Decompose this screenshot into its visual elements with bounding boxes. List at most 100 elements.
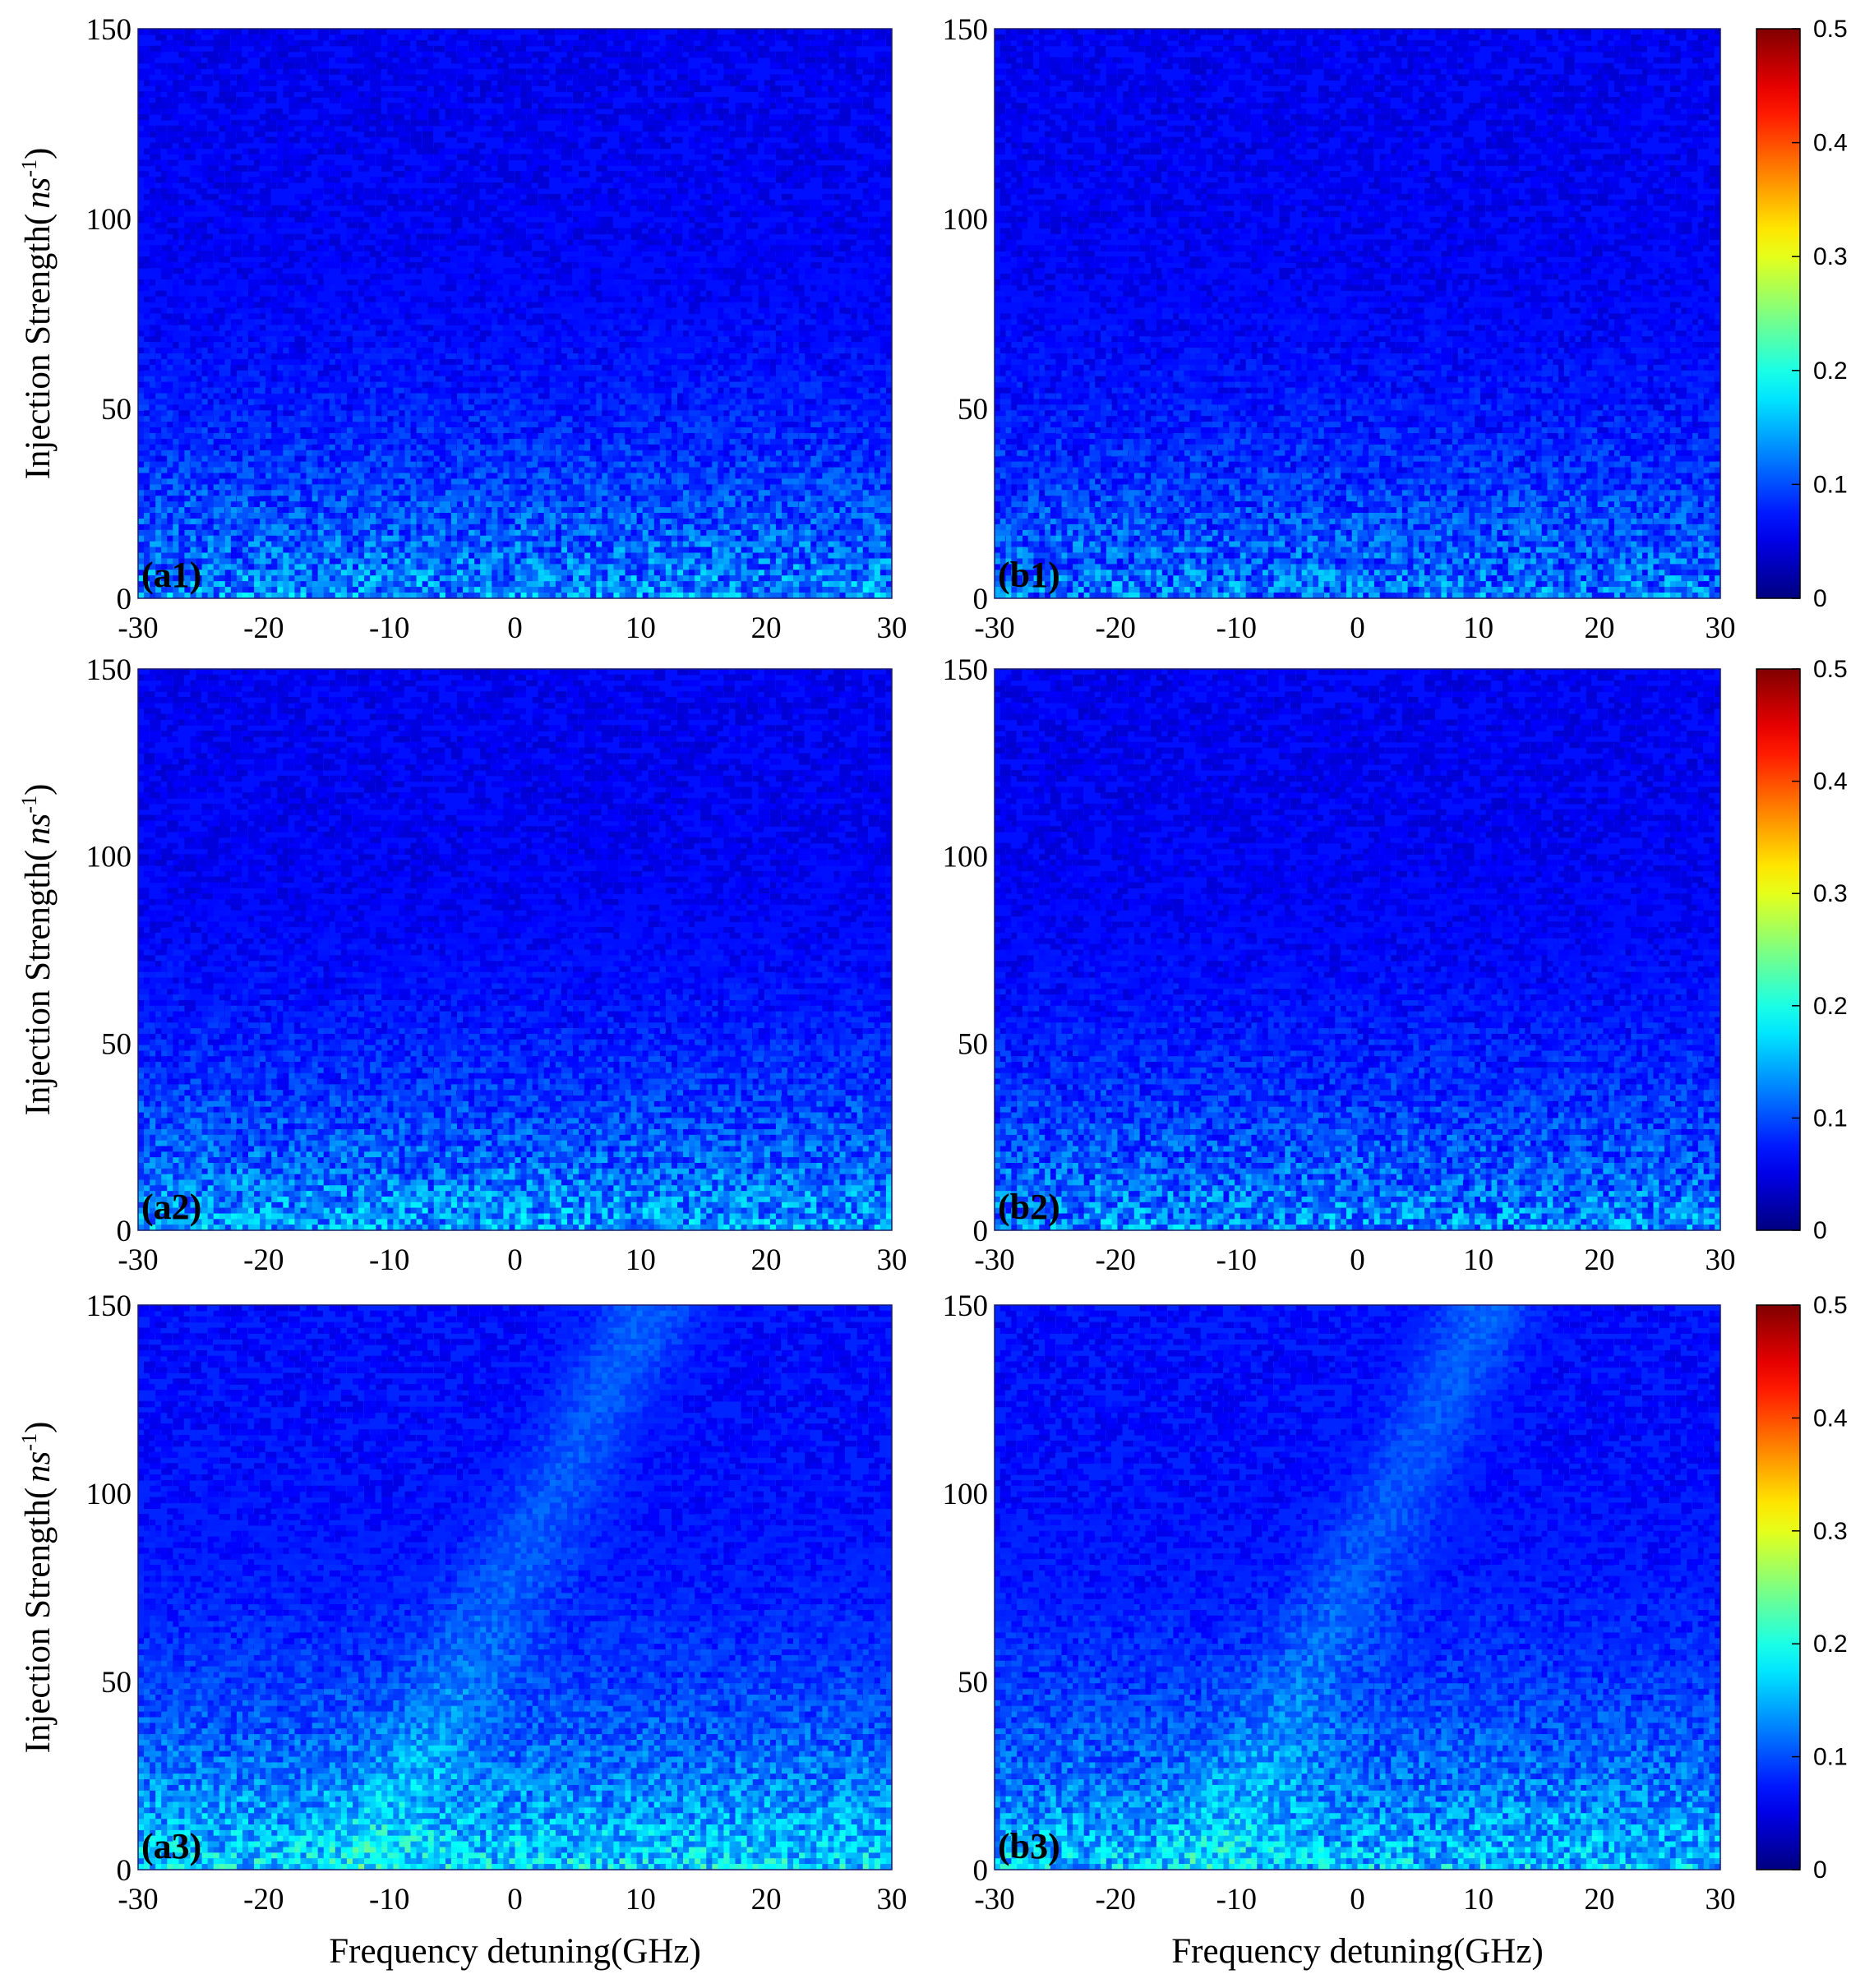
heatmap-cell — [201, 376, 213, 383]
heatmap-cell — [700, 39, 712, 47]
heatmap-cell — [329, 68, 341, 76]
heatmap-cell — [196, 279, 207, 286]
heatmap-cell — [630, 62, 642, 70]
heatmap-cell — [399, 39, 410, 47]
heatmap-cell — [463, 387, 474, 394]
heatmap-cell — [184, 97, 196, 104]
heatmap-cell — [532, 381, 544, 389]
heatmap-cell — [712, 216, 723, 224]
heatmap-cell — [300, 330, 312, 337]
heatmap-cell — [856, 387, 869, 394]
heatmap-cell — [260, 171, 271, 178]
heatmap-cell — [178, 416, 190, 422]
heatmap-cell — [695, 148, 706, 155]
heatmap-cell — [689, 410, 700, 417]
heatmap-cell — [422, 216, 434, 224]
heatmap-cell — [862, 290, 875, 298]
heatmap-cell — [474, 330, 486, 337]
heatmap-cell — [590, 262, 602, 269]
heatmap-cell — [520, 125, 532, 132]
heatmap-cell — [520, 182, 532, 189]
heatmap-cell — [230, 245, 242, 251]
heatmap-cell — [450, 125, 463, 132]
heatmap-cell — [381, 416, 393, 422]
heatmap-cell — [665, 39, 677, 47]
heatmap-cell — [816, 284, 828, 292]
heatmap-cell — [312, 330, 324, 337]
heatmap-cell — [497, 62, 509, 70]
heatmap-cell — [805, 353, 816, 360]
heatmap-cell — [793, 210, 805, 218]
heatmap-cell — [173, 97, 184, 104]
heatmap-cell — [816, 68, 828, 76]
heatmap-cell — [845, 381, 856, 389]
heatmap-cell — [718, 325, 729, 331]
heatmap-cell — [404, 268, 416, 274]
heatmap-cell — [393, 387, 404, 394]
heatmap-cell — [486, 159, 497, 166]
heatmap-cell — [532, 313, 544, 321]
heatmap-cell — [265, 256, 277, 263]
heatmap-cell — [376, 307, 387, 315]
heatmap-cell — [630, 358, 642, 366]
heatmap-cell — [201, 348, 213, 354]
heatmap-cell — [799, 34, 810, 41]
heatmap-cell — [828, 410, 839, 417]
heatmap-cell — [573, 62, 584, 70]
heatmap-cell — [810, 302, 822, 309]
heatmap-cell — [486, 416, 497, 422]
heatmap-cell — [509, 193, 520, 201]
heatmap-cell — [793, 125, 805, 132]
heatmap-cell — [671, 39, 683, 47]
heatmap-cell — [596, 68, 607, 76]
heatmap-cell — [463, 182, 474, 189]
heatmap-cell — [329, 410, 341, 417]
heatmap-cell — [178, 342, 190, 348]
heatmap-cell — [677, 29, 689, 35]
heatmap-cell — [573, 193, 584, 201]
heatmap-cell — [196, 228, 207, 235]
heatmap-cell — [805, 68, 816, 76]
heatmap-cell — [729, 177, 741, 183]
heatmap-cell — [862, 62, 875, 70]
heatmap-cell — [805, 410, 816, 417]
heatmap-cell — [486, 205, 497, 212]
heatmap-cell — [456, 348, 469, 354]
heatmap-cell — [653, 302, 666, 309]
heatmap-cell — [439, 91, 451, 98]
heatmap-cell — [323, 239, 335, 246]
heatmap-cell — [561, 358, 573, 366]
heatmap-cell — [144, 290, 155, 298]
heatmap-cell — [422, 404, 434, 411]
heatmap-cell — [810, 370, 822, 377]
heatmap-cell — [346, 39, 358, 47]
heatmap-cell — [862, 97, 875, 104]
heatmap-cell — [810, 376, 822, 383]
heatmap-cell — [433, 119, 445, 127]
heatmap-cell — [404, 233, 416, 241]
heatmap-cell — [683, 182, 695, 189]
heatmap-cell — [787, 182, 799, 189]
heatmap-cell — [486, 410, 497, 417]
heatmap-cell — [184, 330, 196, 337]
heatmap-cell — [561, 342, 573, 348]
heatmap-cell — [306, 393, 317, 400]
heatmap-cell — [445, 113, 457, 121]
heatmap-cell — [410, 251, 422, 257]
heatmap-cell — [642, 62, 654, 70]
heatmap-cell — [404, 348, 416, 354]
heatmap-cell — [509, 319, 520, 325]
heatmap-cell — [695, 387, 706, 394]
heatmap-cell — [602, 348, 613, 354]
heatmap-cell — [213, 290, 225, 298]
heatmap-cell — [659, 348, 672, 354]
heatmap-cell — [769, 74, 782, 81]
heatmap-cell — [167, 177, 178, 183]
heatmap-cell — [393, 68, 404, 76]
heatmap-cell — [805, 393, 816, 400]
heatmap-cell — [242, 342, 254, 348]
heatmap-cell — [161, 268, 173, 274]
heatmap-cell — [224, 177, 237, 183]
heatmap-cell — [566, 239, 579, 246]
heatmap-cell — [805, 80, 816, 86]
